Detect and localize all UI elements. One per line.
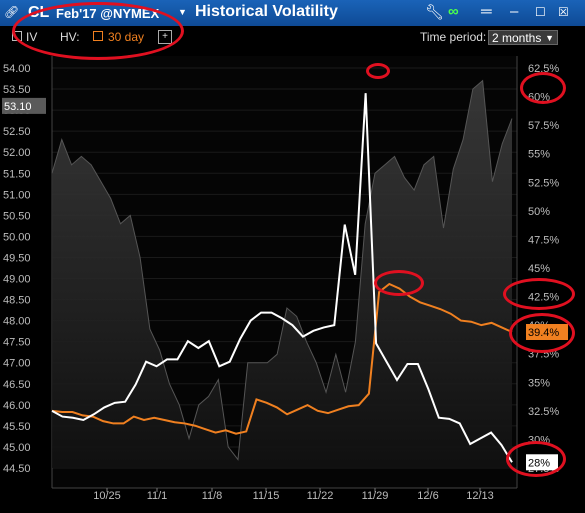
chain-icon[interactable]: ∞ <box>448 3 459 20</box>
time-period-value: 2 months <box>492 31 542 45</box>
x-tick-label: 11/15 <box>253 490 280 502</box>
minimize-icon[interactable]: – <box>510 3 519 20</box>
left-tick-label: 45.50 <box>3 421 31 433</box>
right-tick-label: 32.5% <box>528 406 559 418</box>
contract-label[interactable]: Feb'17 @NYMEX <box>56 6 160 21</box>
title-bar[interactable]: 🔗︎ CL Feb'17 @NYMEX ▼ Historical Volatil… <box>0 0 585 26</box>
left-tick-label: 52.00 <box>3 147 31 159</box>
x-tick-label: 11/8 <box>202 490 223 502</box>
left-tick-label: 47.50 <box>3 337 31 349</box>
right-tick-label: 47.5% <box>528 234 559 246</box>
hv-tag-bg <box>526 324 568 340</box>
right-tick-label: 30% <box>528 434 550 446</box>
hv-label: HV: <box>60 30 80 44</box>
left-tick-label: 47.00 <box>3 358 31 370</box>
right-tick-label: 42.5% <box>528 292 559 304</box>
right-tick-label: 50% <box>528 206 550 218</box>
left-tick-label: 50.00 <box>3 231 31 243</box>
maximize-icon[interactable]: ☐ <box>535 5 546 19</box>
right-tick-label: 35% <box>528 377 550 389</box>
x-tick-label: 10/25 <box>93 490 121 502</box>
volatility-chart[interactable]: 54.0053.5053.0052.5052.0051.5051.0050.50… <box>0 48 585 513</box>
left-tick-label: 48.50 <box>3 295 31 307</box>
hv-tag: 39.4% <box>528 327 559 339</box>
right-tick-label: 45% <box>528 263 550 275</box>
time-period-label: Time period: <box>420 30 487 44</box>
iv-checkbox[interactable] <box>12 31 22 41</box>
left-tick-label: 44.50 <box>3 463 31 475</box>
pin-icon[interactable]: ═ <box>481 3 492 20</box>
price-line <box>51 79 513 461</box>
chart-toolbar: IV HV: 30 day + Time period: 2 months ▼ <box>0 26 585 48</box>
left-tick-label: 51.50 <box>3 168 31 180</box>
iv-label: IV <box>26 30 38 44</box>
chevron-down-icon: ▼ <box>545 33 554 43</box>
chevron-down-icon[interactable]: ▼ <box>178 7 187 17</box>
iv-tag-bg <box>526 454 558 471</box>
x-tick-label: 11/29 <box>362 490 389 502</box>
left-tick-label: 50.50 <box>3 210 31 222</box>
iv-line <box>51 93 513 463</box>
right-tick-label: 37.5% <box>528 349 559 361</box>
symbol-label[interactable]: CL <box>28 4 50 21</box>
x-tick-label: 12/6 <box>417 490 438 502</box>
left-tick-label: 49.00 <box>3 274 31 286</box>
price-tag: 53.10 <box>4 101 32 113</box>
left-tick-label: 48.00 <box>3 316 31 328</box>
right-tick-label: 55% <box>528 149 550 161</box>
left-tick-label: 52.50 <box>3 126 31 138</box>
left-tick-label: 45.00 <box>3 442 31 454</box>
iv-tag: 28% <box>528 457 550 469</box>
close-icon[interactable]: ☒ <box>558 5 569 19</box>
wrench-icon[interactable]: 🔧︎ <box>425 4 445 21</box>
time-period-select[interactable]: 2 months ▼ <box>488 30 558 45</box>
left-tick-label: 46.50 <box>3 379 31 391</box>
left-tick-label: 51.00 <box>3 189 31 201</box>
link-icon[interactable]: 🔗︎ <box>4 5 20 19</box>
left-tick-label: 49.50 <box>3 252 31 264</box>
hv-checkbox[interactable] <box>93 31 103 41</box>
left-tick-label: 54.00 <box>3 63 31 75</box>
left-tick-label: 46.00 <box>3 400 31 412</box>
right-tick-label: 62.5% <box>528 63 559 75</box>
price-tag-bg <box>2 97 46 114</box>
right-tick-label: 57.5% <box>528 120 559 132</box>
left-tick-label: 53.50 <box>3 84 31 96</box>
x-tick-label: 11/22 <box>307 490 334 502</box>
price-area <box>52 80 512 468</box>
window-title: Historical Volatility <box>195 3 338 20</box>
right-tick-label: 60% <box>528 92 550 104</box>
right-tick-label: 52.5% <box>528 177 559 189</box>
hv-line <box>51 282 513 435</box>
x-tick-label: 11/1 <box>147 490 168 502</box>
add-series-button[interactable]: + <box>158 30 172 44</box>
hv-period-label[interactable]: 30 day <box>108 30 145 44</box>
x-tick-label: 12/13 <box>466 490 494 502</box>
